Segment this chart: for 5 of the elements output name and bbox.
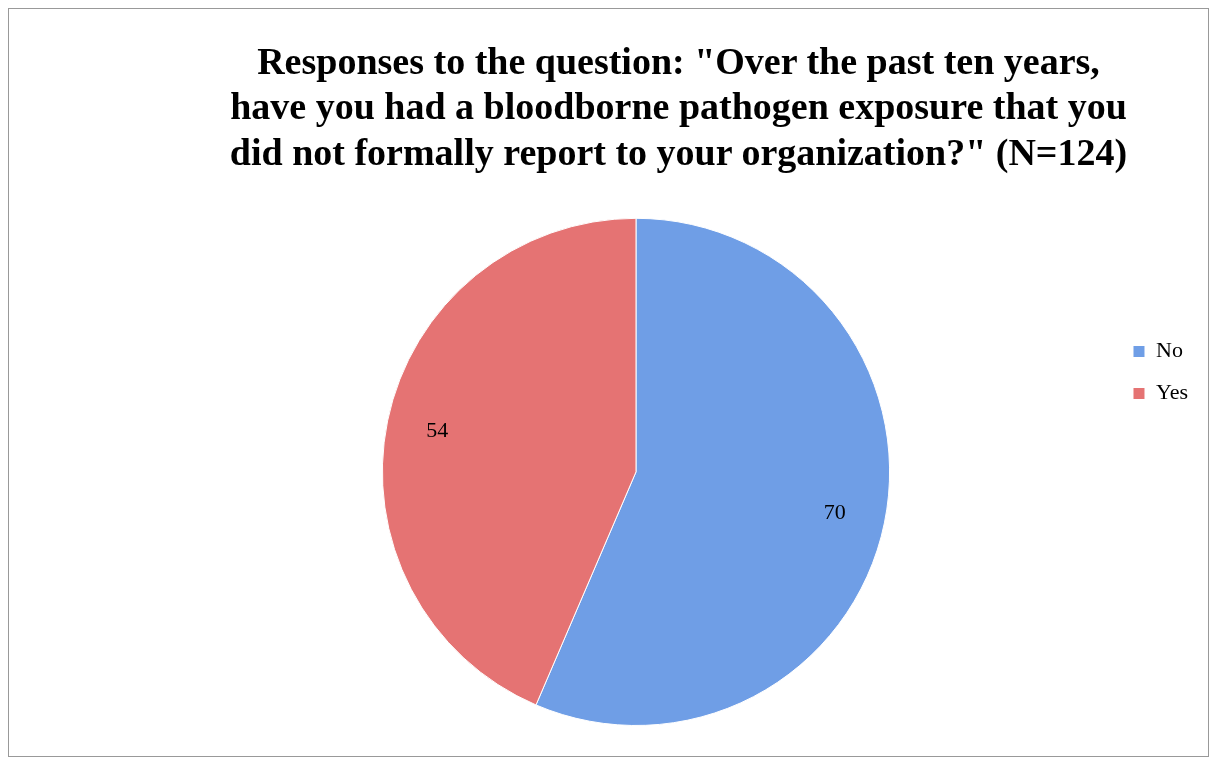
data-label: 54 — [426, 416, 449, 442]
legend-label: Yes — [1155, 379, 1188, 405]
data-label: 70 — [823, 498, 846, 524]
chart-title: Responses to the question: "Over the past ten years, have you had a bloodborne pathogen exposure that you did not formally report to your organization?" (N=124) — [229, 39, 1128, 174]
legend-label: No — [1155, 337, 1183, 363]
